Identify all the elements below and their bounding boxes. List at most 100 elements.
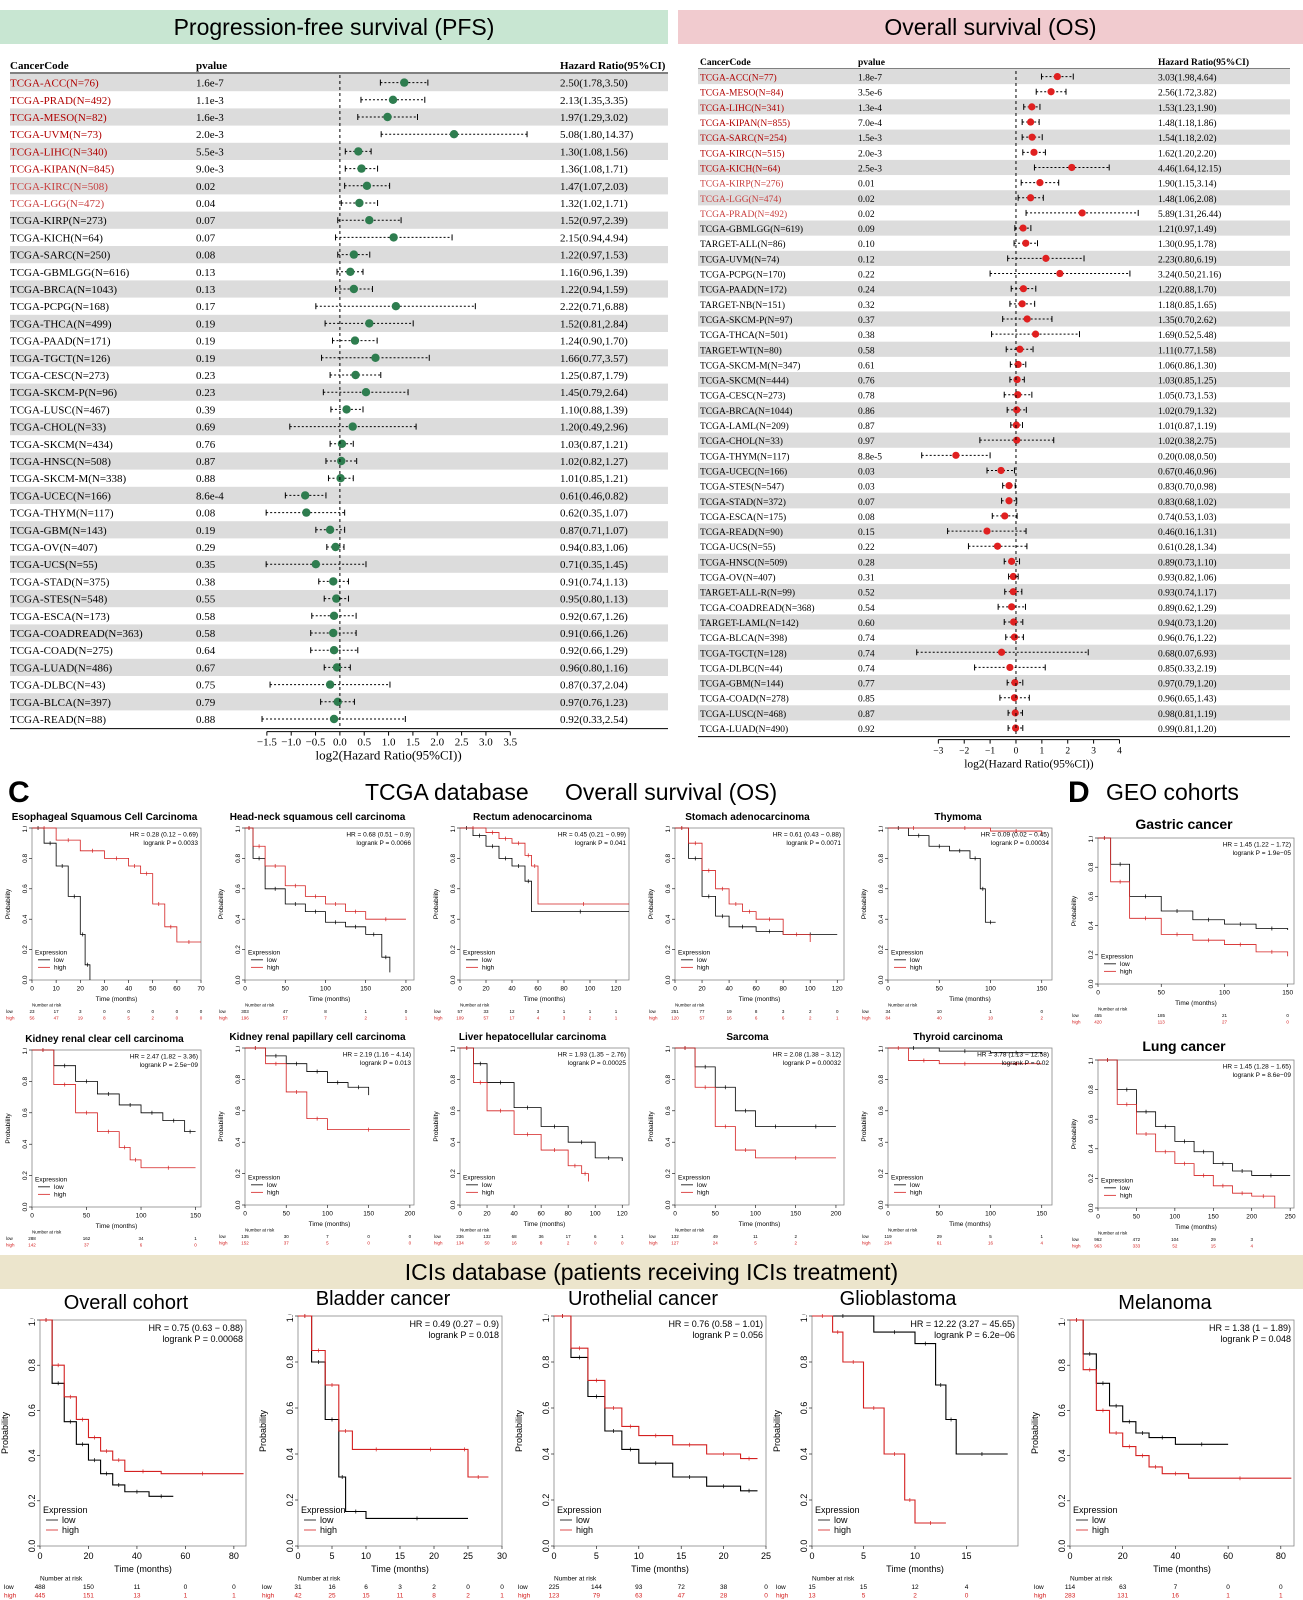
risk-row-low-label: low bbox=[649, 1234, 657, 1239]
x-tick-label: 80 bbox=[565, 1211, 573, 1218]
legend-title: Expression bbox=[815, 1505, 860, 1515]
legend-low-label: low bbox=[1120, 961, 1130, 968]
row-shade bbox=[698, 99, 1290, 115]
risk-count-low: 236 bbox=[456, 1234, 464, 1239]
x-tick-label: 0 bbox=[886, 1211, 890, 1218]
hazard-ratio: 1.25(0.87,1.79) bbox=[560, 370, 628, 382]
cancer-code: TCGA-STAD(N=372) bbox=[700, 497, 786, 508]
y-axis-label: Probability bbox=[648, 888, 655, 919]
hazard-ratio: 0.87(0.71,1.07) bbox=[560, 525, 628, 537]
risk-count-low: 49 bbox=[713, 1234, 719, 1239]
risk-count-low: 93 bbox=[635, 1584, 643, 1591]
hazard-ratio: 1.53(1.23,1.90) bbox=[1158, 103, 1217, 114]
risk-count-high: 50 bbox=[485, 1241, 491, 1246]
risk-count-low: 0 bbox=[409, 1234, 412, 1239]
risk-count-low: 472 bbox=[1133, 1237, 1141, 1242]
row-shade bbox=[698, 129, 1290, 145]
risk-row-high-label: high bbox=[4, 1593, 17, 1600]
pvalue: 0.19 bbox=[196, 525, 216, 537]
risk-count-low: 0 bbox=[176, 1009, 179, 1014]
x-tick-label: 80 bbox=[780, 986, 788, 993]
hazard-ratio: 0.96(0.65,1.43) bbox=[1158, 694, 1217, 705]
x-tick-label: 60 bbox=[173, 986, 181, 993]
x-tick-label: 0 bbox=[458, 986, 462, 993]
risk-count-high: 2 bbox=[567, 1241, 570, 1246]
risk-count-low: 0 bbox=[200, 1009, 203, 1014]
legend-high-label: high bbox=[576, 1525, 593, 1535]
y-tick-label: 0.0 bbox=[541, 1540, 551, 1553]
km-title: Overall cohort bbox=[63, 1292, 189, 1314]
panel-c-title-right: Overall survival (OS) bbox=[565, 779, 778, 805]
hr-point bbox=[1056, 269, 1064, 278]
risk-count-high: 15 bbox=[1211, 1244, 1217, 1249]
risk-count-low: 1 bbox=[589, 1009, 592, 1014]
risk-count-low: 104 bbox=[1171, 1237, 1179, 1242]
cancer-code: TARGET-ALL(N=86) bbox=[700, 239, 786, 250]
y-tick-label: 0.8 bbox=[22, 1077, 29, 1086]
y-tick-label: 0.2 bbox=[541, 1494, 551, 1507]
risk-count-high: 120 bbox=[671, 1016, 679, 1021]
y-tick-label: 0.8 bbox=[1088, 862, 1095, 871]
y-tick-label: 1.0 bbox=[285, 1314, 295, 1322]
low-curve bbox=[1070, 1319, 1229, 1445]
hazard-ratio: 2.15(0.94,4.94) bbox=[560, 232, 628, 244]
pvalue: 0.58 bbox=[858, 346, 875, 356]
risk-count-high: 445 bbox=[35, 1593, 46, 1600]
pvalue: 9.0e-3 bbox=[196, 164, 224, 176]
x-tick-label: 50 bbox=[936, 1211, 944, 1218]
cancer-code: TCGA-LAML(N=209) bbox=[700, 421, 789, 432]
x-tick-label: 20 bbox=[429, 1551, 439, 1561]
risk-table-label: Number at risk bbox=[888, 1228, 918, 1233]
x-tick-label: 25 bbox=[463, 1551, 473, 1561]
row-shade bbox=[698, 341, 1290, 357]
hazard-ratio: 0.68(0.07,6.93) bbox=[1158, 648, 1217, 659]
risk-count-high: 11 bbox=[397, 1593, 404, 1600]
hazard-ratio: 0.87(0.37,2.04) bbox=[560, 680, 628, 692]
logrank-annotation: logrank P = 0.00025 bbox=[568, 1060, 627, 1067]
risk-row-low-label: low bbox=[862, 1009, 870, 1014]
risk-count-high: 17 bbox=[509, 1016, 515, 1021]
x-tick-label: 20 bbox=[83, 1551, 93, 1561]
x-tick-label: 0 bbox=[30, 986, 34, 993]
logrank-annotation: logrank P = 0.018 bbox=[428, 1330, 499, 1340]
hr-annotation: HR = 12.22 (3.27 − 45.65) bbox=[910, 1319, 1015, 1329]
pvalue: 0.74 bbox=[858, 634, 875, 644]
risk-count-high: 16 bbox=[727, 1016, 733, 1021]
x-tick-label: 150 bbox=[790, 1211, 801, 1218]
x-tick-label: 40 bbox=[132, 1551, 142, 1561]
cancer-code: TARGET-WT(N=80) bbox=[700, 345, 782, 356]
risk-count-high: 13 bbox=[133, 1593, 141, 1600]
logrank-annotation: logrank P = 0.00032 bbox=[783, 1060, 842, 1067]
x-tick-label: −0.5 bbox=[306, 737, 326, 749]
pvalue: 8.8e-5 bbox=[858, 452, 882, 462]
hazard-ratio: 3.24(0.50,21.16) bbox=[1158, 270, 1221, 281]
forest-plot-pfs: CancerCode pvalue Hazard Ratio(95%CI) TCGA-… bbox=[10, 60, 668, 763]
pvalue: 0.85 bbox=[858, 695, 875, 705]
hr-point bbox=[332, 594, 341, 603]
legend-title: Expression bbox=[463, 1175, 496, 1182]
row-shade bbox=[10, 108, 668, 126]
y-tick-label: 0.0 bbox=[1057, 1540, 1067, 1553]
hazard-ratio: 1.02(0.79,1.32) bbox=[1158, 406, 1217, 417]
y-tick-label: 0.2 bbox=[799, 1494, 809, 1507]
y-axis-label: Probability bbox=[1030, 1411, 1040, 1454]
hr-annotation: HR = 1.45 (1.22 − 1.72) bbox=[1223, 842, 1291, 849]
y-tick-label: 0.6 bbox=[1088, 1114, 1095, 1123]
legend-low-label: low bbox=[54, 1184, 64, 1191]
legend-title: Expression bbox=[678, 950, 711, 957]
hazard-ratio: 1.36(1.08,1.71) bbox=[560, 164, 628, 176]
risk-count-low: 34 bbox=[139, 1236, 145, 1241]
hr-point bbox=[1027, 194, 1035, 202]
row-shade bbox=[10, 177, 668, 195]
y-tick-label: 0.8 bbox=[1088, 1085, 1095, 1094]
y-tick-label: 0.0 bbox=[878, 975, 885, 984]
y-tick-label: 0.6 bbox=[665, 884, 672, 893]
y-axis-label: Probability bbox=[218, 1111, 225, 1142]
x-axis-label: Time (months) bbox=[96, 996, 138, 1003]
x-tick-label: 100 bbox=[805, 986, 816, 993]
cancer-code: TCGA-THCA(N=499) bbox=[10, 318, 112, 330]
risk-count-high: 8 bbox=[432, 1593, 436, 1600]
y-tick-label: 1.0 bbox=[450, 1046, 457, 1053]
hr-point bbox=[1042, 254, 1050, 262]
y-tick-label: 1.0 bbox=[878, 826, 885, 833]
